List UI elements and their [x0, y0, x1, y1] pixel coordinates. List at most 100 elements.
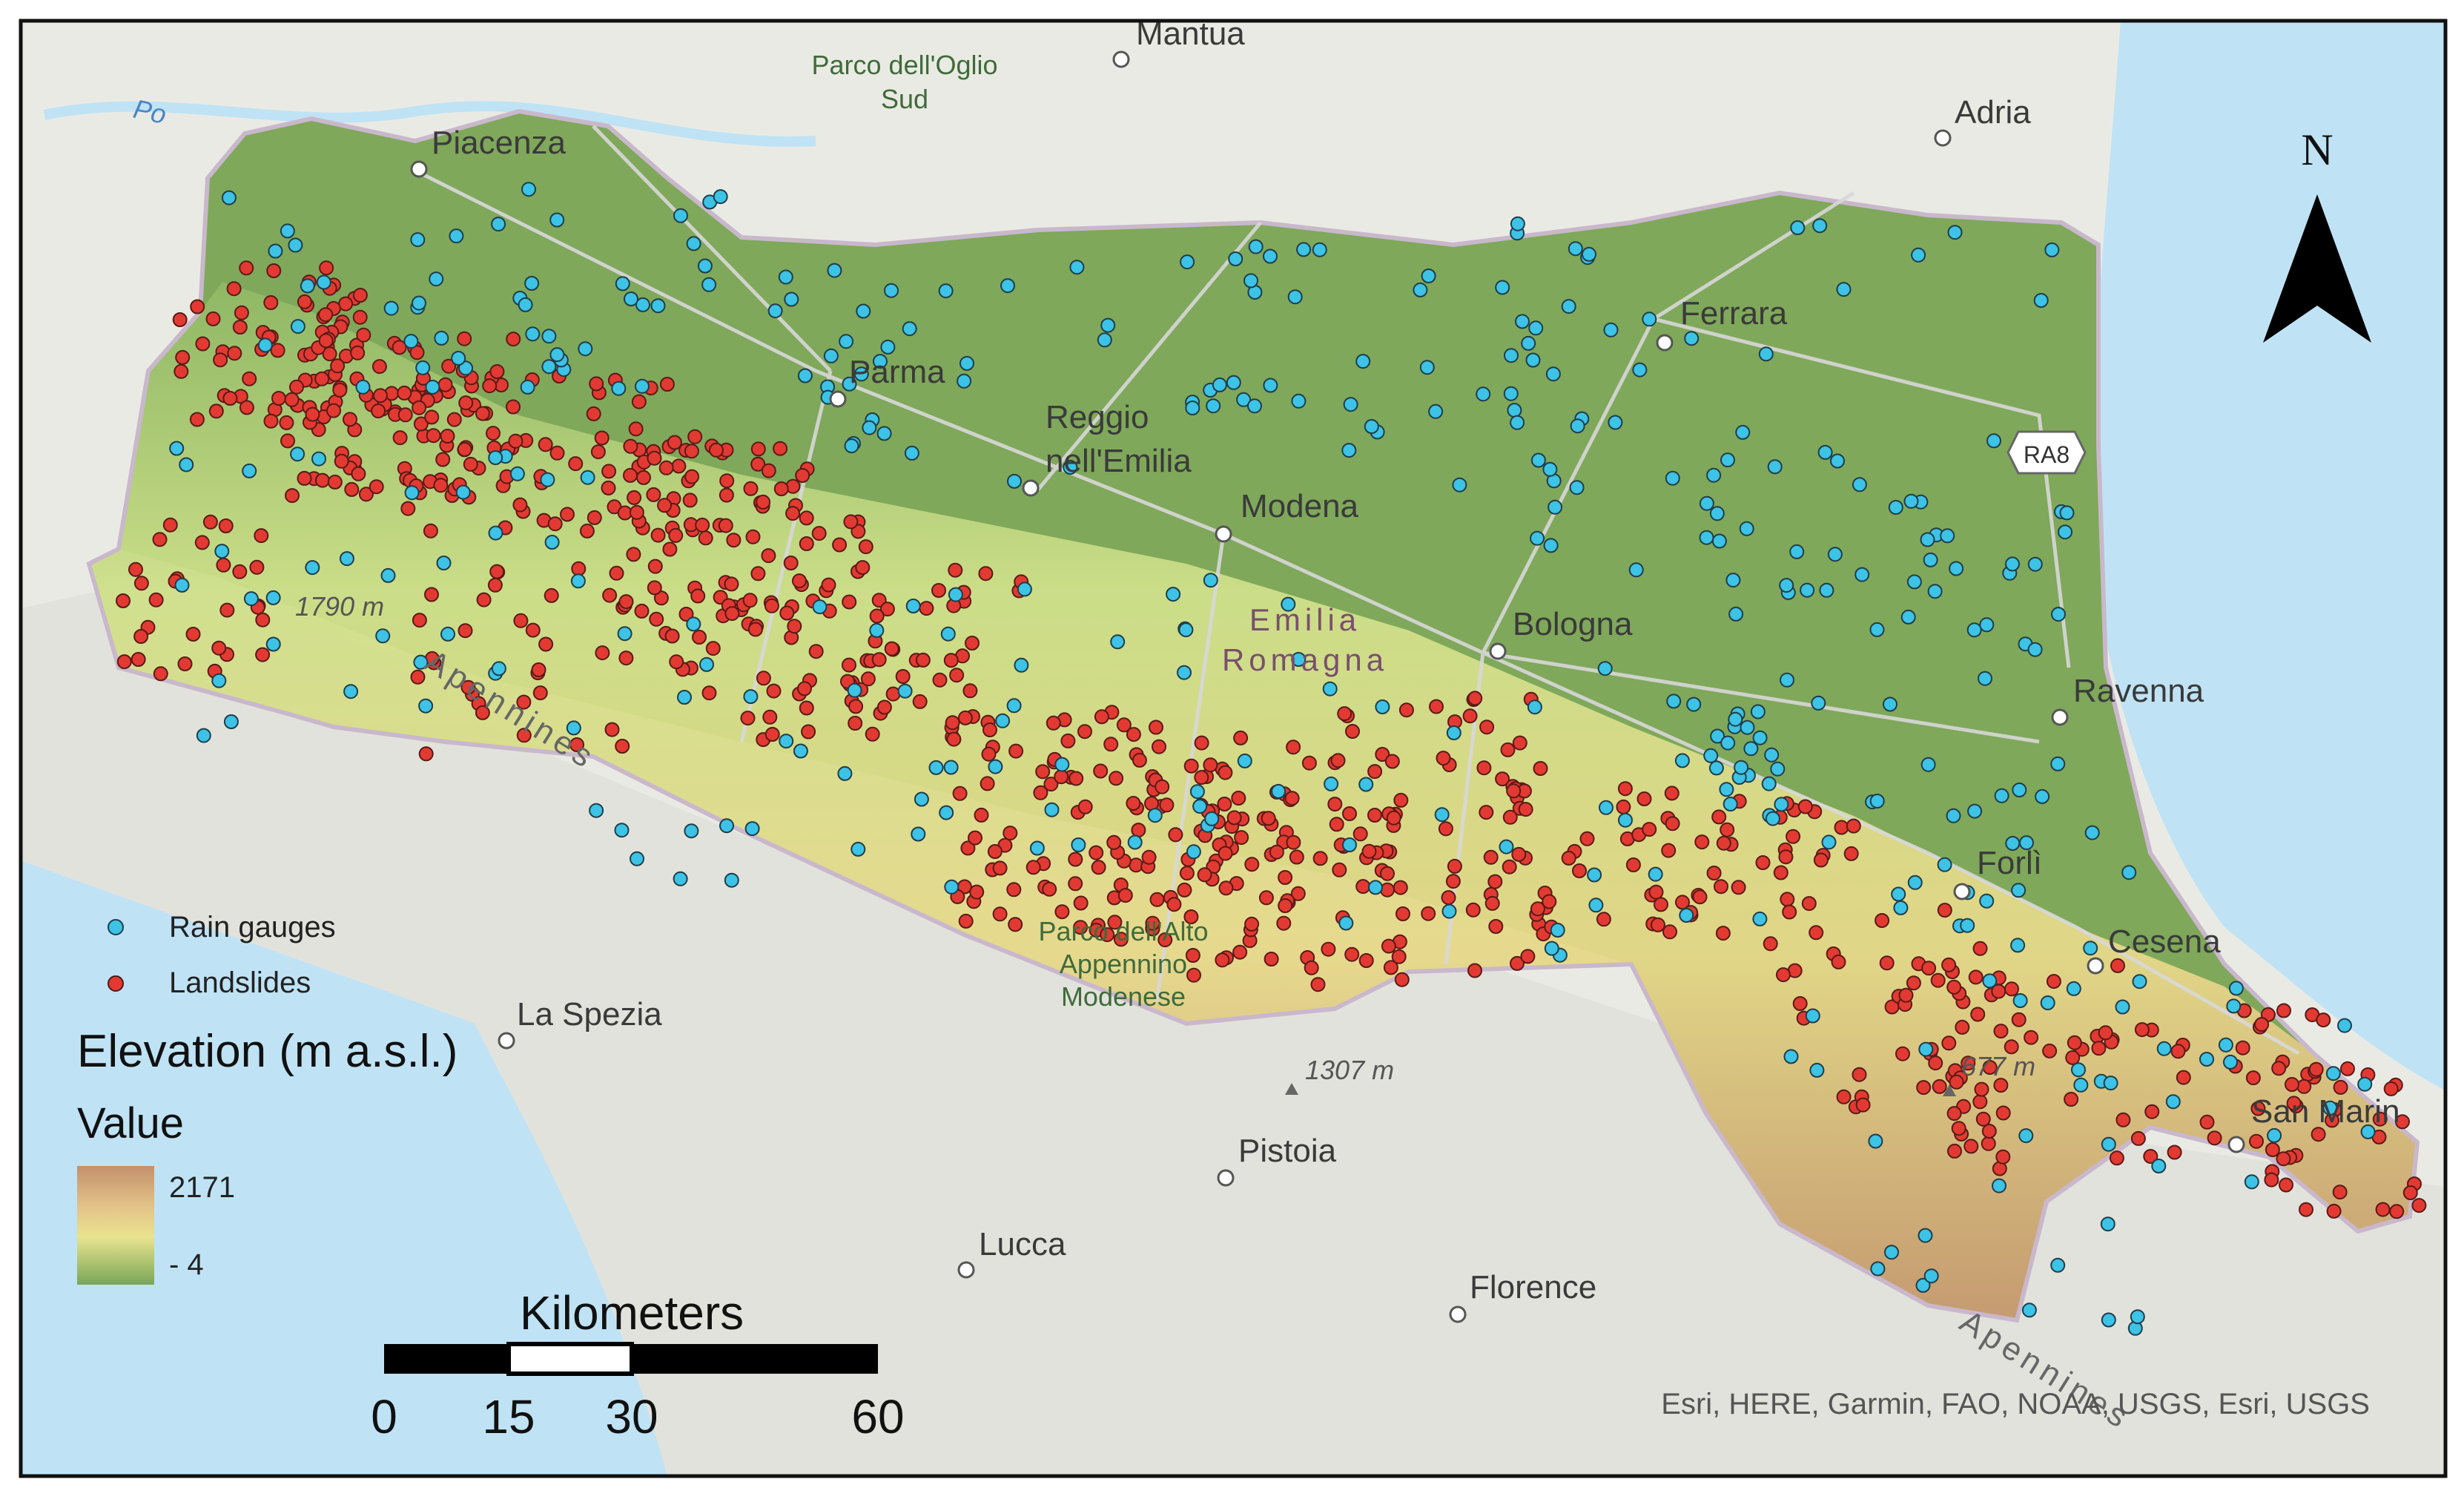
rain-gauge-point	[844, 438, 859, 454]
landslide-point	[628, 421, 644, 437]
landslide-point	[773, 441, 788, 456]
rain-gauge-point	[2033, 293, 2049, 308]
rain-gauge-point	[2267, 1127, 2282, 1143]
river-label-po: Po	[131, 93, 169, 130]
landslide-point	[1981, 1136, 1996, 1151]
rain-gauge-point	[1790, 220, 1806, 235]
landslide-point	[783, 556, 799, 570]
rain-gauge-point	[1949, 561, 1964, 576]
rain-gauge-point	[847, 682, 862, 698]
legend-elevation-ramp	[77, 1166, 154, 1285]
rain-gauge-point	[1805, 1008, 1820, 1024]
rain-gauge-point	[1178, 622, 1194, 638]
landslide-point	[1975, 1111, 1991, 1127]
landslide-point	[1355, 879, 1371, 895]
rain-gauge-point	[544, 535, 560, 550]
city-label-cesena: Cesena	[2108, 923, 2221, 960]
landslide-point	[458, 623, 473, 639]
landslide-point	[1530, 901, 1545, 917]
rain-gauge-point	[673, 208, 688, 223]
rain-gauge-point	[488, 450, 503, 465]
landslide-point	[1060, 733, 1076, 748]
rain-gauge-point	[2103, 1076, 2118, 1091]
rain-gauge-point	[673, 871, 688, 886]
city-label-reggio-2: nell'Emilia	[1046, 443, 1192, 479]
landslide-point	[208, 404, 224, 419]
rain-gauge-point	[1530, 530, 1545, 546]
landslide-point	[1218, 846, 1233, 861]
rain-gauge-point	[455, 484, 471, 500]
rain-gauge-point	[995, 713, 1011, 728]
rain-gauge-point	[2019, 835, 2034, 851]
landslide-point	[647, 450, 662, 466]
city-label-piacenza: Piacenza	[432, 125, 567, 161]
landslide-point	[647, 580, 662, 596]
rain-gauge-point	[1893, 900, 1909, 915]
landslide-point	[1510, 955, 1525, 971]
landslide-point	[254, 528, 269, 544]
landslide-point	[219, 602, 235, 618]
landslide-point	[1694, 834, 1710, 850]
city-label-la-spezia: La Spezia	[517, 996, 662, 1033]
landslide-point	[148, 592, 164, 607]
landslide-point	[1625, 857, 1641, 872]
rain-gauge-point	[1097, 332, 1112, 348]
rain-gauge-point	[1770, 761, 1786, 777]
city-marker-adria	[1934, 129, 1952, 147]
landslide-point	[1107, 915, 1123, 930]
landslide-point	[2110, 958, 2125, 973]
rain-gauge-point	[1821, 834, 1837, 850]
landslide-point	[684, 444, 699, 459]
landslide-point	[1183, 758, 1199, 774]
landslide-point	[486, 426, 501, 441]
landslide-point	[487, 577, 503, 593]
legend-min-value: - 4	[169, 1248, 204, 1281]
landslide-point	[2411, 1198, 2427, 1213]
rain-gauge-point	[179, 457, 194, 472]
landslide-point	[1396, 906, 1410, 921]
landslide-point	[1261, 811, 1276, 826]
rain-gauge-point	[1906, 574, 1922, 590]
rain-gauge-point	[1296, 242, 1312, 257]
region-label-2: Romagna	[1222, 642, 1388, 677]
landslide-point	[1542, 894, 1557, 909]
rain-gauge-point	[1723, 797, 1738, 811]
rain-gauge-point	[686, 236, 701, 251]
rain-gauge-point	[2130, 1309, 2145, 1325]
rain-gauge-point	[1920, 532, 1935, 547]
landslide-point	[678, 607, 694, 622]
landslide-point	[1183, 909, 1199, 924]
landslide-point	[2389, 1204, 2405, 1219]
rain-gauge-point	[635, 297, 650, 312]
landslide-point	[1109, 771, 1124, 786]
landslide-point	[949, 668, 965, 683]
landslide-point	[218, 518, 234, 533]
landslide-point	[1286, 834, 1301, 850]
rain-gauge-point	[339, 551, 354, 567]
rain-gauge-point	[1684, 331, 1700, 346]
city-marker-florence	[1449, 1305, 1467, 1323]
landslide-point	[2286, 1096, 2302, 1111]
landslide-point	[1345, 724, 1360, 739]
rain-gauge-point	[1548, 499, 1563, 515]
rain-gauge-point	[223, 714, 239, 729]
landslide-point	[1949, 1074, 1964, 1090]
rain-gauge-point	[436, 556, 452, 570]
park-label-alto-2: Appennino	[1060, 949, 1187, 979]
landslide-point	[1974, 1081, 1989, 1097]
landslide-point	[1692, 889, 1708, 905]
landslide-point	[1648, 884, 1664, 900]
rain-gauge-point	[1758, 346, 1774, 362]
rain-gauge-point	[839, 334, 854, 349]
rain-gauge-point	[1608, 415, 1623, 430]
landslide-point	[1043, 777, 1059, 792]
landslide-point	[705, 641, 721, 656]
rain-gauge-point	[1358, 777, 1374, 792]
city-label-parma: Parma	[849, 354, 945, 390]
rain-gauge-point	[1569, 480, 1585, 495]
landslide-point	[1786, 829, 1801, 844]
landslide-point	[1941, 957, 1957, 972]
legend-value-label: Value	[77, 1099, 184, 1147]
